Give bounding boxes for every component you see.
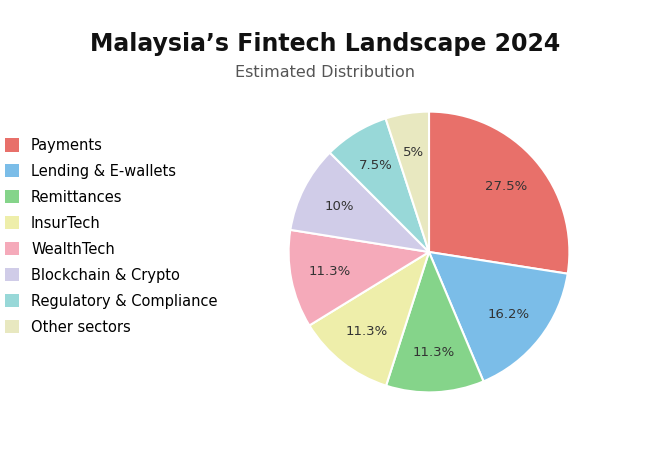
Wedge shape [385, 112, 429, 252]
Text: Malaysia’s Fintech Landscape 2024: Malaysia’s Fintech Landscape 2024 [90, 32, 560, 55]
Text: 11.3%: 11.3% [345, 325, 387, 338]
Text: 27.5%: 27.5% [485, 180, 527, 193]
Wedge shape [309, 252, 429, 386]
Wedge shape [291, 153, 429, 252]
Wedge shape [386, 252, 484, 392]
Wedge shape [429, 112, 569, 274]
Text: 10%: 10% [324, 199, 354, 212]
Legend: Payments, Lending & E-wallets, Remittances, InsurTech, WealthTech, Blockchain & : Payments, Lending & E-wallets, Remittanc… [0, 130, 225, 342]
Wedge shape [429, 252, 567, 382]
Text: 7.5%: 7.5% [359, 159, 393, 172]
Text: 16.2%: 16.2% [488, 308, 530, 321]
Text: 11.3%: 11.3% [412, 346, 454, 360]
Text: Estimated Distribution: Estimated Distribution [235, 65, 415, 80]
Wedge shape [330, 118, 429, 252]
Text: 5%: 5% [402, 146, 424, 159]
Text: 11.3%: 11.3% [309, 265, 351, 278]
Wedge shape [289, 230, 429, 325]
